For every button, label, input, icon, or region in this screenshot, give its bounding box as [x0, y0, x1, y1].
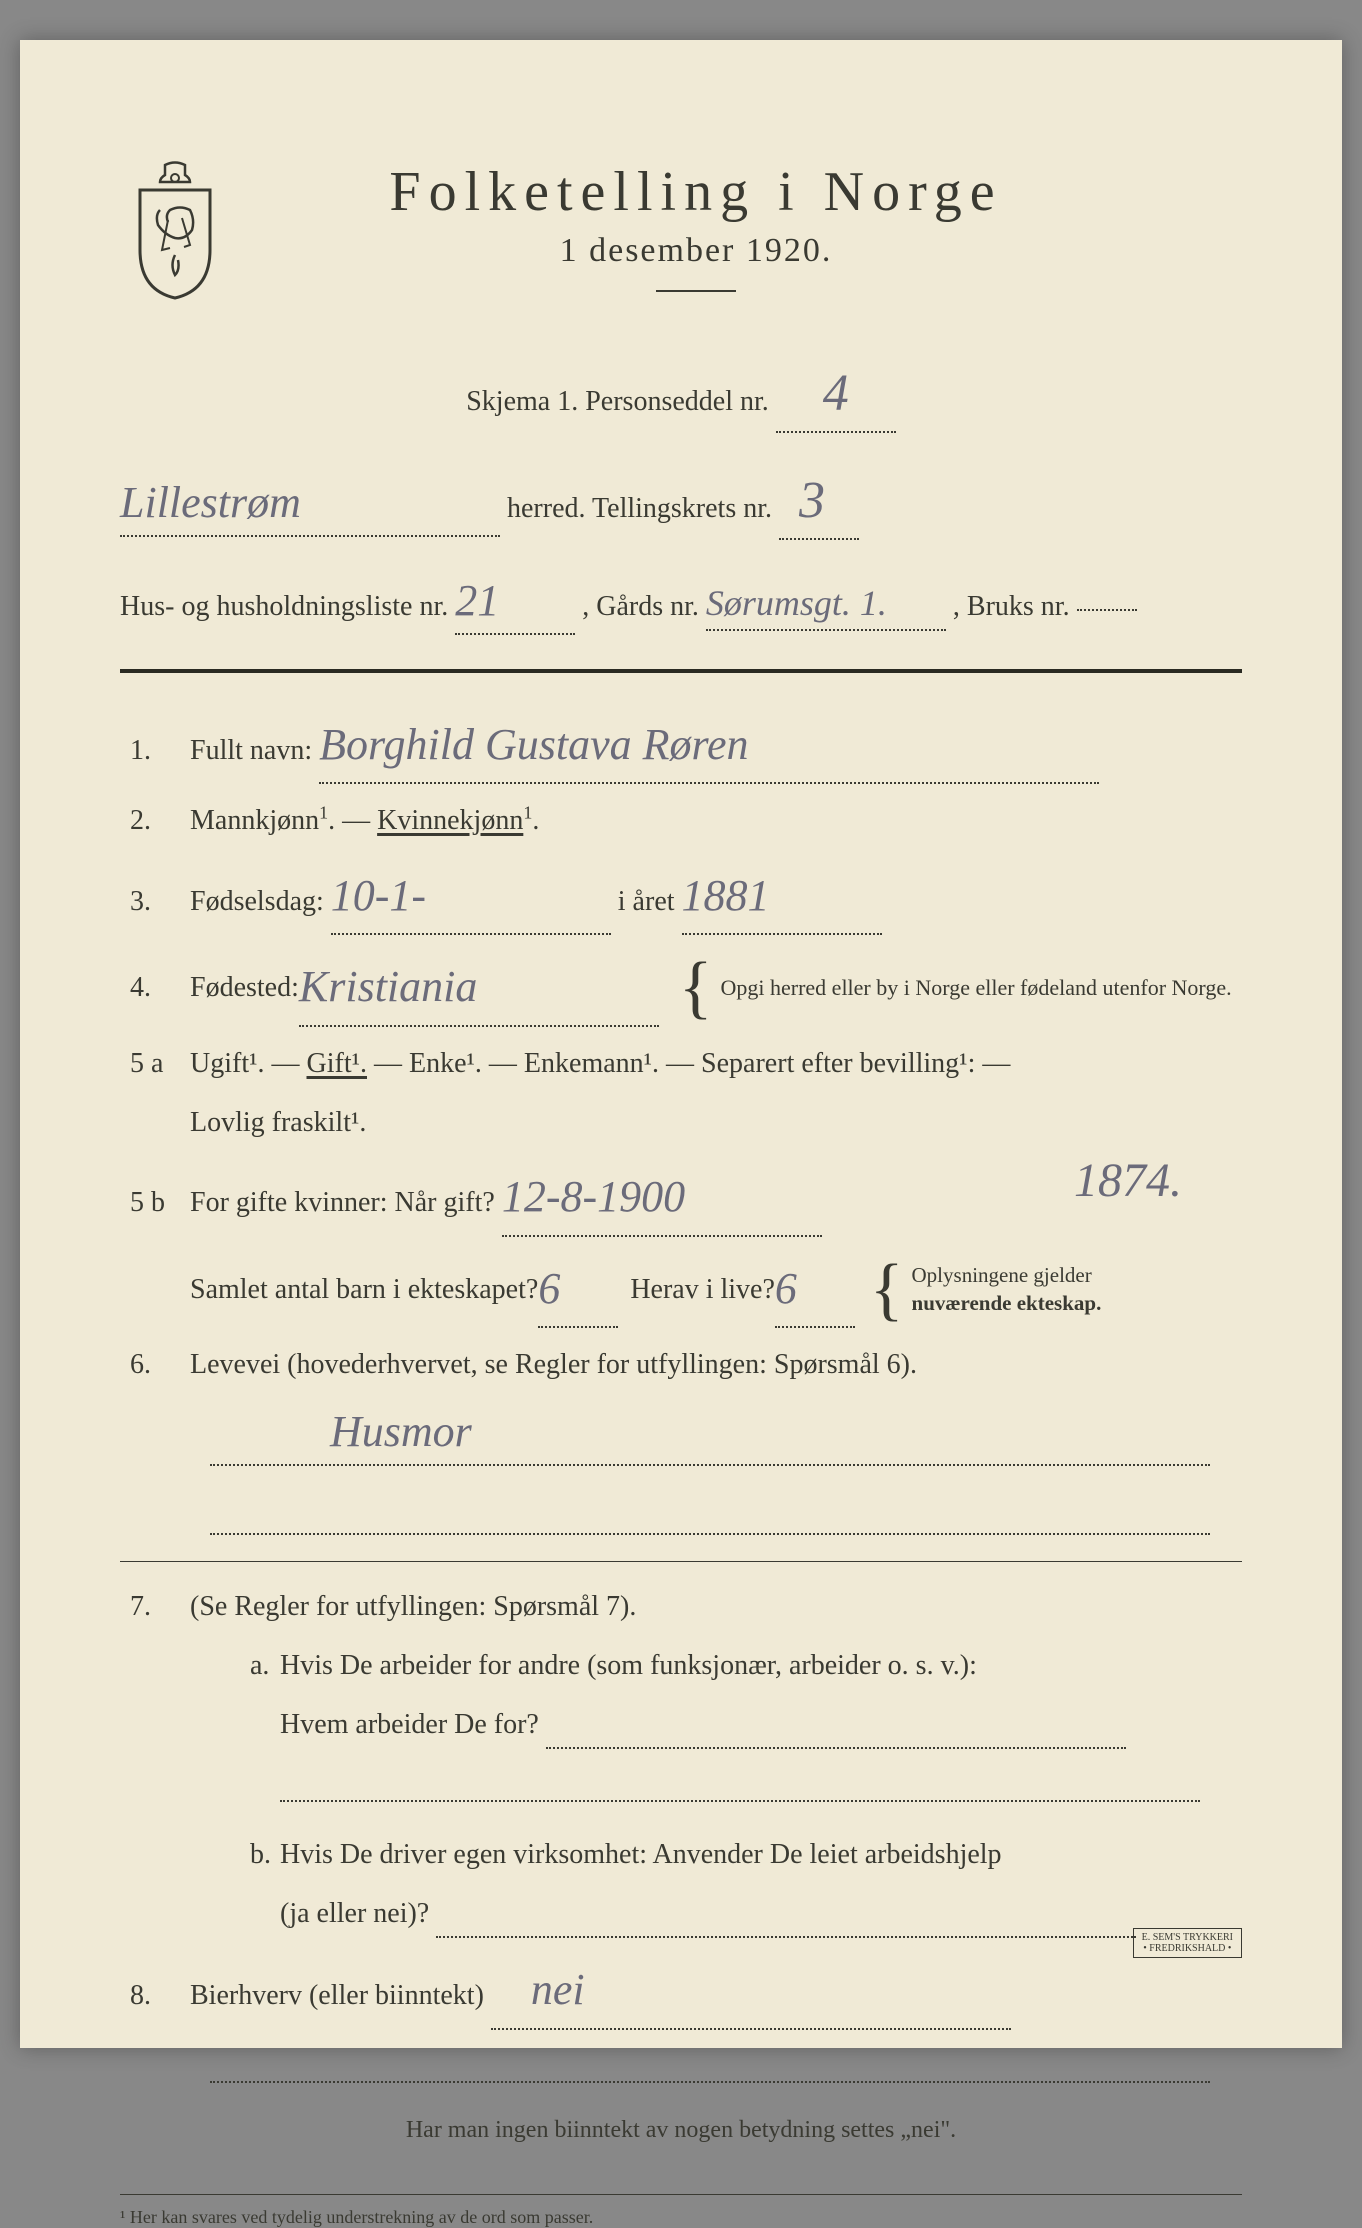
- q7-num: 7.: [120, 1580, 190, 1633]
- q7b-row2: (ja eller nei)?: [120, 1887, 1242, 1942]
- q6-blank-line: [120, 1492, 1242, 1539]
- instruction: Har man ingen biinntekt av nogen betydni…: [120, 2117, 1242, 2144]
- q7a-row2: Hvem arbeider De for?: [120, 1698, 1242, 1753]
- skjema-label: Skjema 1. Personseddel nr.: [466, 386, 769, 417]
- q4-value: Kristiania: [299, 945, 478, 1029]
- q8-value: nei: [531, 1948, 585, 2032]
- brace-icon-2: {: [870, 1262, 904, 1318]
- title-divider: [656, 290, 736, 292]
- herred-label: herred. Tellingskrets nr.: [507, 493, 772, 524]
- q4-num: 4.: [120, 961, 190, 1014]
- tellingskrets-nr: 3: [799, 459, 825, 542]
- q4-note: Opgi herred eller by i Norge eller fødel…: [721, 974, 1232, 1003]
- q7b-row: b. Hvis De driver egen virksomhet: Anven…: [120, 1828, 1242, 1881]
- q1-label: Fullt navn:: [190, 735, 312, 766]
- q2-row: 2. Mannkjønn1. — Kvinnekjønn1.: [120, 794, 1242, 847]
- q8-label: Bierhverv (eller biinntekt): [190, 1980, 484, 2011]
- main-title: Folketelling i Norge: [270, 160, 1122, 224]
- q5b-value-a: 12-8-1900: [502, 1155, 685, 1239]
- q7b-num: b.: [210, 1828, 280, 1881]
- brace-icon: {: [679, 960, 713, 1016]
- q7a-blank: [120, 1759, 1242, 1806]
- herred-value: Lillestrøm: [120, 468, 301, 538]
- census-form-document: Folketelling i Norge 1 desember 1920. Sk…: [20, 40, 1342, 2048]
- q6-answer-line: Husmor: [120, 1397, 1242, 1469]
- header: Folketelling i Norge 1 desember 1920.: [120, 160, 1242, 312]
- q5b-num: 5 b: [120, 1176, 190, 1229]
- bruks-label: , Bruks nr.: [953, 591, 1070, 622]
- q7a-line2: Hvem arbeider De for?: [280, 1709, 539, 1740]
- q4-row: 4. Fødested: Kristiania { Opgi herred el…: [120, 945, 1242, 1031]
- q5a-opts: Ugift¹. —: [190, 1048, 307, 1079]
- meta-line-3: Hus- og husholdningsliste nr. 21 , Gårds…: [120, 566, 1242, 638]
- q5b-row: 5 b For gifte kvinner: Når gift? 12-8-19…: [120, 1155, 1242, 1241]
- gards-label: , Gårds nr.: [582, 591, 699, 622]
- q5b-value-b: 6: [538, 1247, 560, 1331]
- q7b-line1: Hvis De driver egen virksomhet: Anvender…: [280, 1828, 1242, 1881]
- q1-value: Borghild Gustava Røren: [319, 703, 748, 787]
- q7a-num: a.: [210, 1639, 280, 1692]
- q3-row: 3. Fødselsdag: 10-1- i året 1881: [120, 854, 1242, 940]
- q7-label: (Se Regler for utfyllingen: Spørsmål 7).: [190, 1580, 1242, 1633]
- q1-num: 1.: [120, 724, 190, 777]
- q8-num: 8.: [120, 1969, 190, 2022]
- rule-1: [120, 669, 1242, 673]
- footnote: ¹ Her kan svares ved tydelig understrekn…: [120, 2194, 1242, 2228]
- q7a-row: a. Hvis De arbeider for andre (som funks…: [120, 1639, 1242, 1692]
- q5b-margin-year: 1874.: [1074, 1135, 1182, 1226]
- coat-of-arms-icon: [120, 160, 230, 300]
- stamp-line1: E. SEM'S TRYKKERI: [1142, 1932, 1233, 1943]
- q7b-line2: (ja eller nei)?: [280, 1898, 429, 1929]
- gards-value: Sørumsgt. 1.: [706, 575, 887, 633]
- meta-line-1: Skjema 1. Personseddel nr. 4: [120, 352, 1242, 437]
- meta-line-2: Lillestrøm herred. Tellingskrets nr. 3: [120, 459, 1242, 544]
- q5b-label-c: Herav i live?: [630, 1263, 775, 1316]
- q4-label: Fødested:: [190, 961, 299, 1014]
- q5a-gift: Gift¹.: [307, 1048, 368, 1079]
- q7-row: 7. (Se Regler for utfyllingen: Spørsmål …: [120, 1580, 1242, 1633]
- q6-value: Husmor: [330, 1397, 472, 1467]
- q6-num: 6.: [120, 1338, 190, 1391]
- q5b-row2: Samlet antal barn i ekteskapet? 6 Herav …: [120, 1247, 1242, 1333]
- q6-label: Levevei (hovederhvervet, se Regler for u…: [190, 1338, 1242, 1391]
- q5b-label-b: Samlet antal barn i ekteskapet?: [190, 1263, 538, 1316]
- q3-year: 1881: [682, 854, 770, 938]
- q8-blank: [120, 2040, 1242, 2087]
- q5a-row: 5 a Ugift¹. — Gift¹. — Enke¹. — Enkemann…: [120, 1037, 1242, 1090]
- subtitle: 1 desember 1920.: [270, 232, 1122, 270]
- q5b-label-a: For gifte kvinner: Når gift?: [190, 1187, 495, 1218]
- liste-nr: 21: [455, 566, 499, 636]
- printer-stamp: E. SEM'S TRYKKERI • FREDRIKSHALD •: [1133, 1928, 1242, 1958]
- q3-num: 3.: [120, 875, 190, 928]
- q5b-value-c: 6: [775, 1247, 797, 1331]
- personseddel-nr: 4: [823, 352, 849, 435]
- stamp-line2: • FREDRIKSHALD •: [1142, 1943, 1233, 1954]
- q6-row: 6. Levevei (hovederhvervet, se Regler fo…: [120, 1338, 1242, 1391]
- q5b-note: Oplysningene gjelder nuværende ekteskap.: [912, 1262, 1112, 1317]
- q8-row: 8. Bierhverv (eller biinntekt) nei: [120, 1948, 1242, 2034]
- q5a-rest: — Enke¹. — Enkemann¹. — Separert efter b…: [367, 1048, 1010, 1079]
- title-block: Folketelling i Norge 1 desember 1920.: [270, 160, 1242, 312]
- q3-label-a: Fødselsdag:: [190, 886, 324, 917]
- q3-label-b: i året: [618, 886, 675, 917]
- q2-kvinne: Kvinnekjønn: [377, 805, 523, 836]
- q1-row: 1. Fullt navn: Borghild Gustava Røren: [120, 703, 1242, 789]
- rule-2: [120, 1561, 1242, 1562]
- q3-day: 10-1-: [331, 854, 426, 938]
- liste-label: Hus- og husholdningsliste nr.: [120, 591, 448, 622]
- q2-mann: Mannkjønn: [190, 805, 319, 836]
- q2-num: 2.: [120, 794, 190, 847]
- shield-svg: [120, 160, 230, 300]
- q5a-num: 5 a: [120, 1037, 190, 1090]
- q7a-line1: Hvis De arbeider for andre (som funksjon…: [280, 1639, 1242, 1692]
